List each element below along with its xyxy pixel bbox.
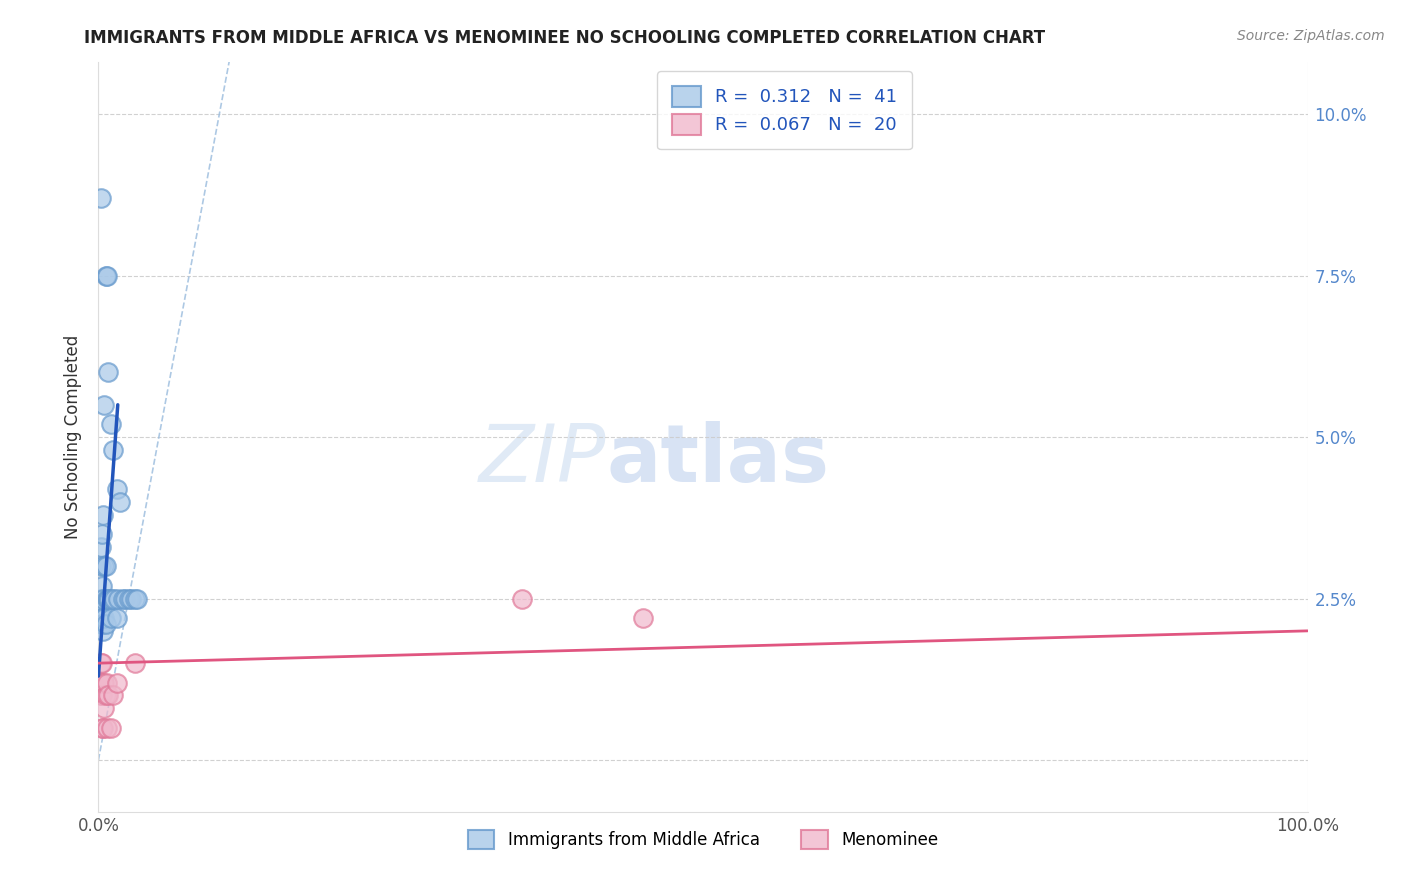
Point xyxy=(91,579,114,593)
Point xyxy=(90,191,112,205)
Point xyxy=(100,611,122,625)
Point xyxy=(91,689,114,703)
Point xyxy=(94,559,117,574)
Point xyxy=(105,675,128,690)
Point xyxy=(94,268,117,283)
Point xyxy=(89,675,111,690)
Point xyxy=(91,675,114,690)
Point xyxy=(93,398,115,412)
Point xyxy=(105,482,128,496)
Text: atlas: atlas xyxy=(606,420,830,499)
Point xyxy=(93,559,115,574)
Point xyxy=(91,656,114,670)
Y-axis label: No Schooling Completed: No Schooling Completed xyxy=(65,335,83,539)
Point xyxy=(90,605,112,619)
Point xyxy=(93,611,115,625)
Point xyxy=(96,591,118,606)
Point xyxy=(90,591,112,606)
Point xyxy=(103,591,125,606)
Point xyxy=(97,591,120,606)
Point xyxy=(98,591,121,606)
Point xyxy=(91,721,114,735)
Point xyxy=(91,591,114,606)
Point xyxy=(631,611,654,625)
Point xyxy=(100,591,122,606)
Point xyxy=(114,591,136,606)
Point xyxy=(101,689,124,703)
Point xyxy=(90,559,112,574)
Point xyxy=(100,417,122,432)
Point xyxy=(118,591,141,606)
Point xyxy=(93,701,115,715)
Point xyxy=(91,527,114,541)
Point xyxy=(96,268,118,283)
Point xyxy=(100,721,122,735)
Point xyxy=(101,442,124,457)
Text: ZIP: ZIP xyxy=(479,420,606,499)
Point xyxy=(91,508,114,522)
Point xyxy=(105,611,128,625)
Point xyxy=(97,366,120,380)
Point xyxy=(91,721,114,735)
Point xyxy=(90,540,112,554)
Point xyxy=(107,591,129,606)
Point xyxy=(90,689,112,703)
Point xyxy=(96,721,118,735)
Point xyxy=(510,591,533,606)
Point xyxy=(90,656,112,670)
Point xyxy=(91,624,114,638)
Point xyxy=(93,675,115,690)
Point xyxy=(111,591,134,606)
Point xyxy=(108,494,131,508)
Point xyxy=(97,689,120,703)
Text: Source: ZipAtlas.com: Source: ZipAtlas.com xyxy=(1237,29,1385,43)
Point xyxy=(127,591,149,606)
Legend: Immigrants from Middle Africa, Menominee: Immigrants from Middle Africa, Menominee xyxy=(461,823,945,855)
Point xyxy=(94,689,117,703)
Point xyxy=(91,617,114,632)
Text: IMMIGRANTS FROM MIDDLE AFRICA VS MENOMINEE NO SCHOOLING COMPLETED CORRELATION CH: IMMIGRANTS FROM MIDDLE AFRICA VS MENOMIN… xyxy=(84,29,1046,46)
Point xyxy=(91,611,114,625)
Point xyxy=(124,656,146,670)
Point xyxy=(89,598,111,612)
Point xyxy=(124,591,146,606)
Point xyxy=(96,675,118,690)
Point xyxy=(94,617,117,632)
Point xyxy=(91,617,114,632)
Point xyxy=(120,591,142,606)
Point xyxy=(91,611,114,625)
